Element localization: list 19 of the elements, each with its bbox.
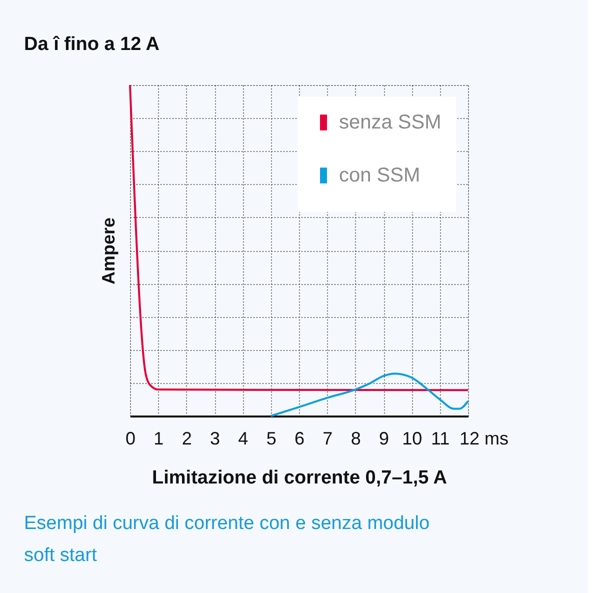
x-tick-label: 9 [378, 428, 390, 448]
x-axis-title: Limitazione di corrente 0,7–1,5 A [152, 468, 448, 488]
x-tick-label: 12 ms [460, 428, 509, 448]
text: Esempi di curva di corrente con e senza modulo soft start [24, 513, 430, 566]
x-tick-label: 0 [125, 428, 136, 448]
x-tick-label: 6 [294, 428, 305, 448]
x-tick-label: 4 [238, 428, 248, 448]
y-axis-title: Ampere [98, 217, 118, 285]
x-tick-label: 10 [402, 428, 422, 448]
x-tick-label: 1 [154, 428, 164, 448]
x-tick-label: 11 [430, 428, 450, 448]
x-tick-label: 3 [210, 428, 220, 448]
legend-label: con SSM [339, 164, 420, 186]
x-tick-label: 2 [182, 428, 192, 448]
x-tick-label: 5 [266, 428, 276, 448]
x-tick-label: 8 [350, 428, 361, 448]
x-tick-label: 7 [322, 428, 333, 448]
legend-label: senza SSM [339, 112, 442, 134]
chart-title: Da î fino a 12 A [24, 34, 160, 55]
